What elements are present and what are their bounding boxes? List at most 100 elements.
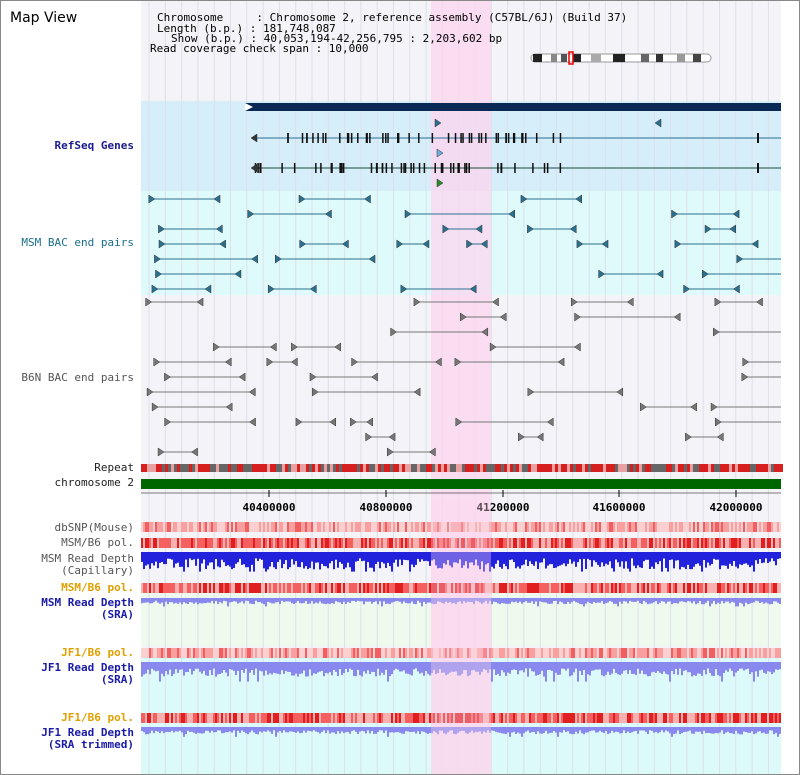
msm-depth-sra-bar: [439, 598, 441, 602]
msm-depth-sra-bar: [627, 598, 629, 604]
msm-b6-pol-strip-2: [365, 583, 367, 593]
msm-depth-capillary-bar: [279, 552, 281, 560]
jf1-depth-trimmed-bar: [583, 727, 585, 735]
jf1-depth-sra-bar: [345, 662, 347, 669]
jf1-b6-pol-strip-2: [515, 713, 517, 723]
msm-depth-capillary-bar: [447, 552, 449, 561]
msm-b6-pol-strip-2: [741, 583, 743, 593]
repeat-segment: [537, 464, 540, 472]
msm-depth-sra-bar: [709, 598, 711, 607]
jf1-b6-pol-strip: [491, 648, 493, 658]
track-label-jf1-b6-pol[interactable]: JF1/B6 pol.: [61, 646, 134, 659]
dbsnp-strip: [375, 522, 377, 532]
msm-b6-pol-strip: [171, 538, 173, 548]
repeat-segment: [450, 464, 453, 472]
repeat-segment: [600, 464, 603, 472]
track-label-refseq[interactable]: RefSeq Genes: [54, 139, 134, 152]
msm-depth-sra-bar: [267, 598, 269, 602]
jf1-b6-pol-strip-2: [413, 713, 415, 723]
jf1-b6-pol-strip: [691, 648, 693, 658]
jf1-b6-pol-strip: [587, 648, 589, 658]
msm-depth-capillary-bar: [247, 552, 249, 568]
jf1-depth-trimmed-bar: [611, 727, 613, 731]
track-label-jf1-b6-pol-2[interactable]: JF1/B6 pol.: [61, 711, 134, 724]
jf1-depth-sra-bar: [687, 662, 689, 673]
b6n-bac-pair-end: [714, 297, 722, 307]
msm-b6-pol-strip: [457, 538, 459, 548]
msm-depth-sra-bar: [383, 598, 385, 602]
msm-b6-pol-strip: [355, 538, 357, 548]
track-label-dbsnp[interactable]: dbSNP(Mouse): [54, 521, 134, 534]
jf1-depth-trimmed-bar: [409, 727, 411, 733]
msm-depth-capillary-bar: [759, 552, 761, 560]
dbsnp-strip: [163, 522, 165, 532]
msm-depth-capillary-bar: [355, 552, 357, 562]
jf1-b6-pol-strip: [751, 648, 753, 658]
msm-b6-pol-strip-2: [463, 583, 465, 593]
repeat-segment: [249, 464, 252, 472]
msm-depth-sra-bar: [283, 598, 285, 602]
jf1-b6-pol-strip: [749, 648, 751, 658]
msm-b6-pol-strip-2: [731, 583, 733, 593]
track-label-msm-b6-pol[interactable]: MSM/B6 pol.: [61, 536, 134, 549]
track-label-msm-b6-pol-2[interactable]: MSM/B6 pol.: [61, 581, 134, 594]
track-label-msm-depth-capillary[interactable]: MSM Read Depth (Capillary): [41, 552, 134, 577]
jf1-b6-pol-strip: [757, 648, 759, 658]
dbsnp-strip: [161, 522, 163, 532]
jf1-b6-pol-strip-2: [255, 713, 257, 723]
msm-b6-pol-strip: [699, 538, 701, 548]
msm-depth-capillary-bar: [371, 552, 373, 568]
msm-b6-pol-strip: [455, 538, 457, 548]
msm-b6-pol-strip-2: [193, 583, 195, 593]
msm-depth-sra-bar: [635, 598, 637, 602]
repeat-segment: [678, 464, 681, 472]
msm-depth-sra-bar: [711, 598, 713, 604]
msm-b6-pol-strip-2: [229, 583, 231, 593]
refseq-gene-marker: [436, 178, 444, 188]
msm-depth-sra-bar: [239, 598, 241, 603]
jf1-depth-sra-bar: [357, 662, 359, 670]
refseq-exon: [281, 163, 283, 173]
track-label-repeat[interactable]: Repeat: [94, 461, 134, 474]
msm-depth-capillary-bar: [585, 552, 587, 570]
jf1-depth-sra-bar: [465, 662, 467, 671]
dbsnp-strip: [177, 522, 179, 532]
track-label-msm-depth-sra[interactable]: MSM Read Depth (SRA): [41, 596, 134, 621]
jf1-b6-pol-strip-2: [671, 713, 673, 723]
dbsnp-strip: [291, 522, 293, 532]
msm-depth-capillary-bar: [481, 552, 483, 562]
jf1-b6-pol-strip-2: [249, 713, 251, 723]
refseq-strand-arrow: [250, 163, 258, 173]
msm-depth-capillary-bar: [285, 552, 287, 561]
jf1-b6-pol-strip: [771, 648, 773, 658]
jf1-depth-sra-bar: [189, 662, 191, 669]
jf1-b6-pol-strip: [617, 648, 619, 658]
track-label-jf1-depth-sra[interactable]: JF1 Read Depth (SRA): [41, 661, 134, 686]
refseq-exon: [497, 163, 499, 173]
msm-b6-pol-strip: [757, 538, 759, 548]
jf1-depth-trimmed-bar: [339, 727, 341, 734]
jf1-b6-pol-strip-2: [149, 713, 151, 723]
track-label-b6n-bac[interactable]: B6N BAC end pairs: [21, 371, 134, 384]
dbsnp-strip: [417, 522, 419, 532]
jf1-depth-trimmed-bar: [333, 727, 335, 733]
dbsnp-strip: [577, 522, 579, 532]
msm-b6-pol-strip-2: [383, 583, 385, 593]
jf1-depth-sra-bar: [369, 662, 371, 675]
msm-depth-sra-bar: [751, 598, 753, 603]
dbsnp-strip: [251, 522, 253, 532]
track-label-jf1-depth-trimmed[interactable]: JF1 Read Depth (SRA trimmed): [41, 726, 134, 751]
track-label-msm-bac[interactable]: MSM BAC end pairs: [21, 236, 134, 249]
msm-depth-sra-bar: [183, 598, 185, 603]
msm-depth-sra-bar: [425, 598, 427, 604]
repeat-segment: [159, 464, 162, 472]
refseq-gene-marker: [436, 148, 444, 158]
msm-b6-pol-strip: [295, 538, 297, 548]
jf1-b6-pol-strip-2: [347, 713, 349, 723]
jf1-b6-pol-strip: [439, 648, 441, 658]
msm-depth-sra-bar: [619, 598, 621, 602]
msm-b6-pol-strip: [289, 538, 291, 548]
jf1-depth-sra-bar: [511, 662, 513, 671]
msm-depth-capillary-bar: [389, 552, 391, 567]
